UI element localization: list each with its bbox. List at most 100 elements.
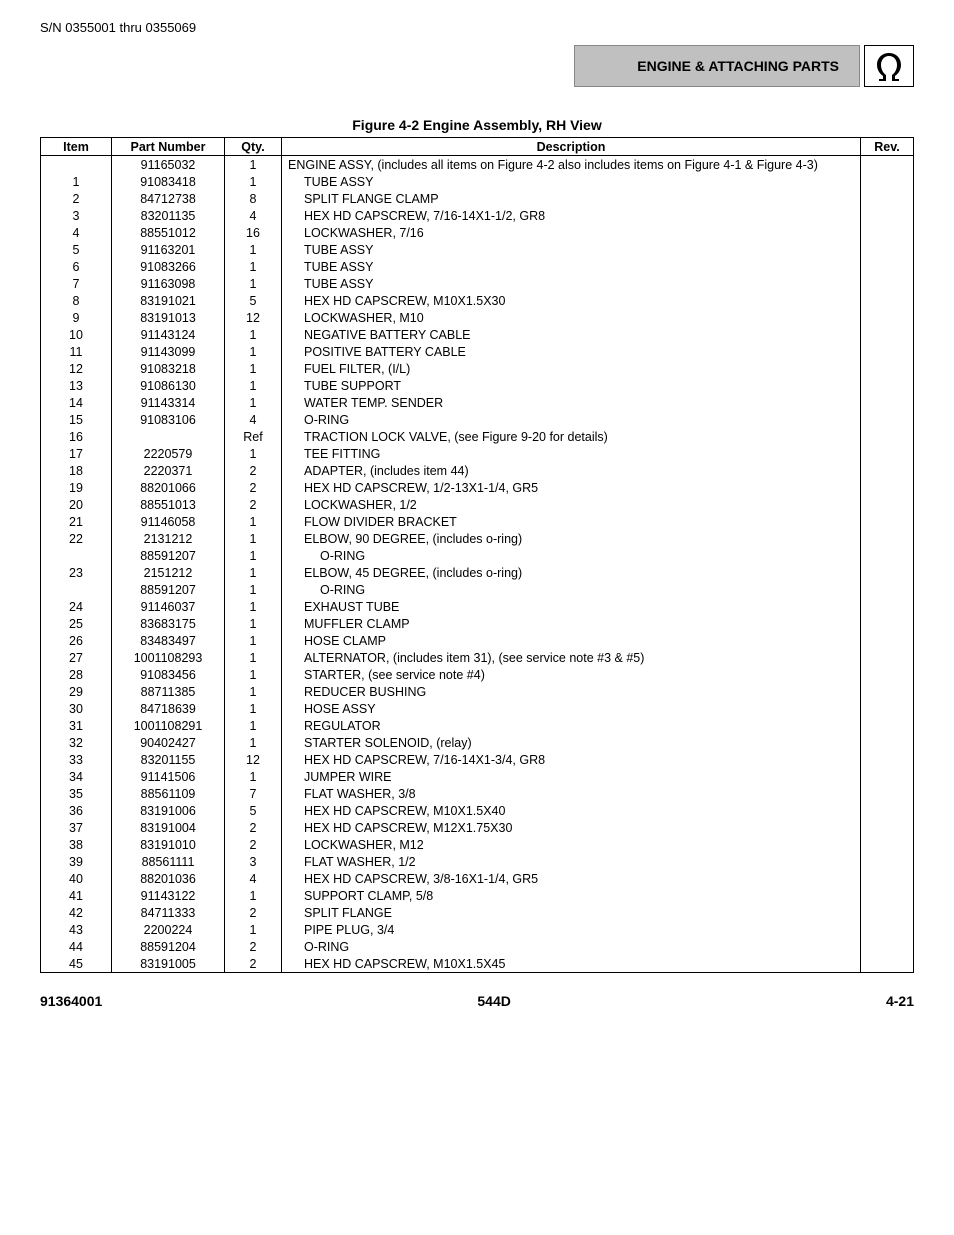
cell-part: 83191005 — [112, 955, 225, 973]
cell-rev — [861, 615, 914, 632]
cell-part: 83191013 — [112, 309, 225, 326]
cell-desc: REDUCER BUSHING — [282, 683, 861, 700]
cell-item: 41 — [41, 887, 112, 904]
cell-part: 1001108293 — [112, 649, 225, 666]
table-row: 885912071O-RING — [41, 547, 914, 564]
cell-desc: LOCKWASHER, M12 — [282, 836, 861, 853]
cell-desc: TUBE SUPPORT — [282, 377, 861, 394]
cell-part: 2131212 — [112, 530, 225, 547]
table-row: 44885912042O-RING — [41, 938, 914, 955]
cell-part: 91146058 — [112, 513, 225, 530]
cell-rev — [861, 768, 914, 785]
table-row: 15910831064O-RING — [41, 411, 914, 428]
cell-item: 39 — [41, 853, 112, 870]
cell-qty: Ref — [225, 428, 282, 445]
cell-qty: 5 — [225, 292, 282, 309]
cell-part: 83483497 — [112, 632, 225, 649]
cell-desc: ENGINE ASSY, (includes all items on Figu… — [282, 156, 861, 174]
table-row: 19882010662HEX HD CAPSCREW, 1/2-13X1-1/4… — [41, 479, 914, 496]
cell-rev — [861, 921, 914, 938]
cell-item: 33 — [41, 751, 112, 768]
cell-part: 83201135 — [112, 207, 225, 224]
section-title: ENGINE & ATTACHING PARTS — [574, 45, 860, 87]
cell-qty: 1 — [225, 377, 282, 394]
cell-desc: HEX HD CAPSCREW, M10X1.5X40 — [282, 802, 861, 819]
cell-item — [41, 581, 112, 598]
cell-qty: 2 — [225, 904, 282, 921]
cell-desc: SPLIT FLANGE CLAMP — [282, 190, 861, 207]
cell-item: 11 — [41, 343, 112, 360]
cell-rev — [861, 734, 914, 751]
cell-rev — [861, 190, 914, 207]
cell-rev — [861, 547, 914, 564]
cell-item: 25 — [41, 615, 112, 632]
cell-rev — [861, 530, 914, 547]
cell-desc: TUBE ASSY — [282, 173, 861, 190]
cell-item: 29 — [41, 683, 112, 700]
cell-part: 91083456 — [112, 666, 225, 683]
cell-qty: 1 — [225, 241, 282, 258]
cell-part: 83201155 — [112, 751, 225, 768]
cell-part: 91083106 — [112, 411, 225, 428]
cell-qty: 1 — [225, 666, 282, 683]
cell-desc: HEX HD CAPSCREW, 7/16-14X1-3/4, GR8 — [282, 751, 861, 768]
cell-item — [41, 156, 112, 174]
cell-qty: 4 — [225, 870, 282, 887]
col-header-rev: Rev. — [861, 138, 914, 156]
cell-rev — [861, 683, 914, 700]
cell-desc: TUBE ASSY — [282, 241, 861, 258]
cell-rev — [861, 870, 914, 887]
cell-item: 44 — [41, 938, 112, 955]
cell-part: 83191006 — [112, 802, 225, 819]
cell-item: 10 — [41, 326, 112, 343]
cell-desc: HEX HD CAPSCREW, M10X1.5X45 — [282, 955, 861, 973]
table-row: 338320115512HEX HD CAPSCREW, 7/16-14X1-3… — [41, 751, 914, 768]
cell-part: 84712738 — [112, 190, 225, 207]
cell-qty: 1 — [225, 768, 282, 785]
cell-part: 91143314 — [112, 394, 225, 411]
cell-item: 32 — [41, 734, 112, 751]
cell-rev — [861, 785, 914, 802]
table-row: 3110011082911REGULATOR — [41, 717, 914, 734]
cell-qty: 8 — [225, 190, 282, 207]
cell-qty: 7 — [225, 785, 282, 802]
cell-rev — [861, 819, 914, 836]
cell-qty: 5 — [225, 802, 282, 819]
cell-rev — [861, 802, 914, 819]
cell-part: 88591207 — [112, 581, 225, 598]
table-row: 1722205791TEE FITTING — [41, 445, 914, 462]
cell-desc: POSITIVE BATTERY CABLE — [282, 343, 861, 360]
cell-item: 36 — [41, 802, 112, 819]
table-row: 35885611097FLAT WASHER, 3/8 — [41, 785, 914, 802]
cell-rev — [861, 887, 914, 904]
cell-rev — [861, 632, 914, 649]
cell-part: 88551013 — [112, 496, 225, 513]
cell-rev — [861, 343, 914, 360]
cell-rev — [861, 326, 914, 343]
cell-item: 6 — [41, 258, 112, 275]
table-row: 1822203712ADAPTER, (includes item 44) — [41, 462, 914, 479]
col-header-item: Item — [41, 138, 112, 156]
table-row: 3832011354HEX HD CAPSCREW, 7/16-14X1-1/2… — [41, 207, 914, 224]
cell-desc: HOSE ASSY — [282, 700, 861, 717]
cell-item — [41, 547, 112, 564]
cell-desc: SUPPORT CLAMP, 5/8 — [282, 887, 861, 904]
cell-desc: HEX HD CAPSCREW, 3/8-16X1-1/4, GR5 — [282, 870, 861, 887]
cell-rev — [861, 479, 914, 496]
cell-rev — [861, 462, 914, 479]
cell-part: 2220579 — [112, 445, 225, 462]
cell-item: 2 — [41, 190, 112, 207]
cell-part: 83191010 — [112, 836, 225, 853]
cell-part: 91083418 — [112, 173, 225, 190]
cell-desc: O-RING — [282, 547, 861, 564]
table-row: 10911431241NEGATIVE BATTERY CABLE — [41, 326, 914, 343]
cell-part: 91083266 — [112, 258, 225, 275]
cell-rev — [861, 598, 914, 615]
cell-desc: O-RING — [282, 411, 861, 428]
cell-qty: 4 — [225, 411, 282, 428]
cell-part: 88591204 — [112, 938, 225, 955]
cell-part: 84711333 — [112, 904, 225, 921]
table-row: 42847113332SPLIT FLANGE — [41, 904, 914, 921]
table-row: 45831910052HEX HD CAPSCREW, M10X1.5X45 — [41, 955, 914, 973]
cell-part: 88551012 — [112, 224, 225, 241]
